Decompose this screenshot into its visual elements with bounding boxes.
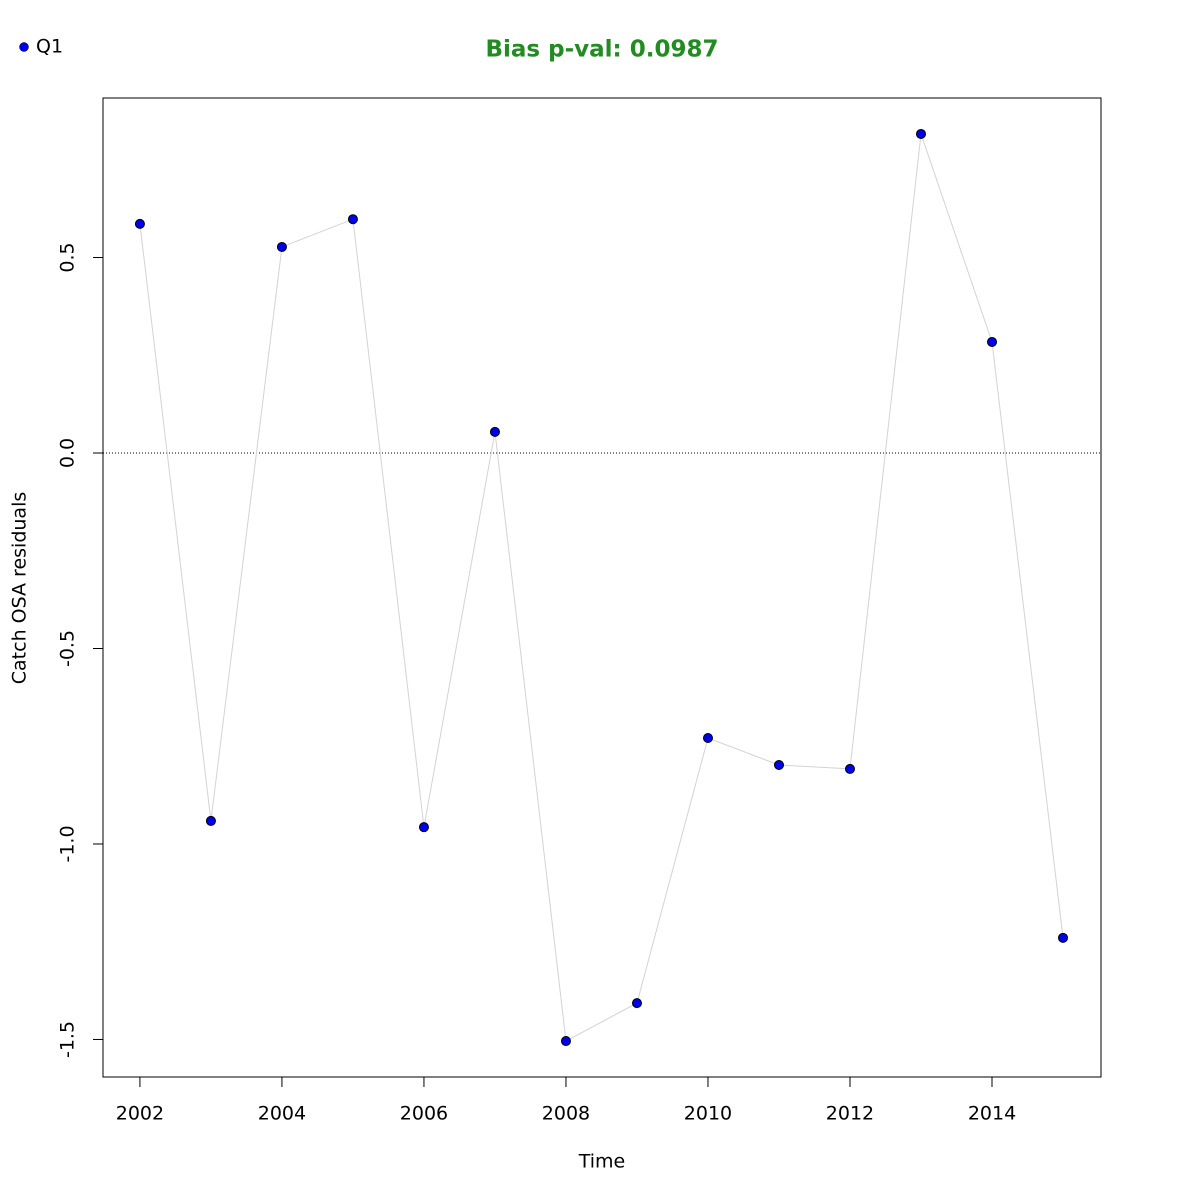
y-tick-label: -0.5 — [57, 630, 79, 667]
data-point — [773, 760, 784, 771]
data-point — [915, 128, 926, 139]
data-point — [1058, 932, 1069, 943]
data-point — [418, 822, 429, 833]
y-axis-label: Catch OSA residuals — [9, 492, 31, 684]
data-point — [134, 218, 145, 229]
x-tick-label: 2008 — [542, 1103, 590, 1125]
data-point — [276, 241, 287, 252]
series-line — [139, 133, 1064, 1042]
x-tick-label: 2012 — [826, 1103, 874, 1125]
data-point — [489, 426, 500, 437]
y-tick-label: -1.5 — [57, 1021, 79, 1058]
x-tick-label: 2002 — [116, 1103, 164, 1125]
x-axis-label: Time — [578, 1151, 626, 1173]
x-tick-label: 2010 — [684, 1103, 732, 1125]
data-point — [560, 1036, 571, 1047]
legend-marker — [19, 42, 29, 52]
data-point — [631, 998, 642, 1009]
legend-label: Q1 — [36, 36, 63, 58]
plot-frame — [102, 97, 1102, 1078]
x-tick-label: 2004 — [258, 1103, 306, 1125]
chart-title: Bias p-val: 0.0987 — [486, 37, 719, 63]
data-point — [844, 763, 855, 774]
data-point — [987, 336, 998, 347]
y-tick-label: 0.0 — [57, 438, 79, 468]
data-point — [347, 214, 358, 225]
x-tick-label: 2014 — [968, 1103, 1016, 1125]
data-point — [205, 815, 216, 826]
data-point — [702, 733, 713, 744]
y-tick-label: 0.5 — [57, 242, 79, 272]
x-tick-label: 2006 — [400, 1103, 448, 1125]
y-tick-label: -1.0 — [57, 825, 79, 862]
